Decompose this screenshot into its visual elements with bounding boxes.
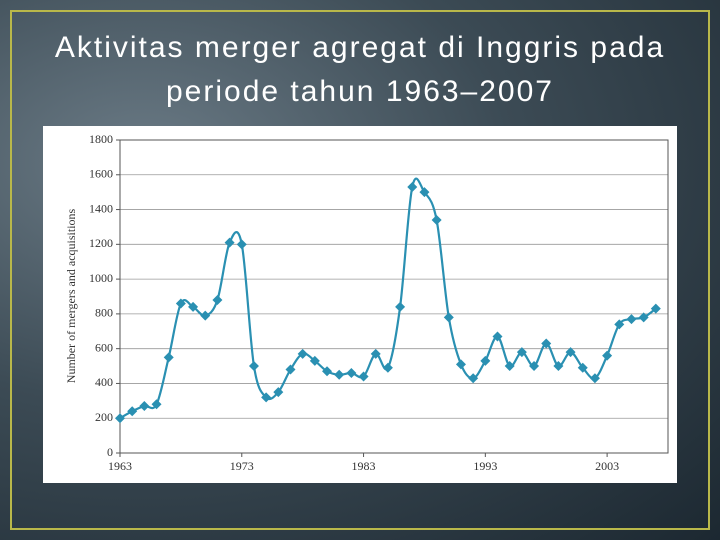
point — [516, 347, 527, 358]
point — [188, 301, 199, 312]
point — [468, 373, 479, 384]
point — [565, 347, 576, 358]
point — [431, 214, 442, 225]
y-tick-label: 600 — [95, 340, 113, 354]
x-tick-label: 1973 — [230, 459, 254, 473]
point — [614, 319, 625, 330]
point — [395, 301, 406, 312]
y-axis-label: Number of mergers and acquisitions — [64, 208, 78, 383]
x-tick-label: 1963 — [108, 459, 132, 473]
y-tick-label: 400 — [95, 375, 113, 389]
point — [419, 187, 430, 198]
y-tick-label: 0 — [107, 445, 113, 459]
chart-title: Aktivitas merger agregat di Inggris pada… — [54, 31, 666, 108]
point — [322, 366, 333, 377]
point — [553, 361, 564, 372]
point — [589, 373, 600, 384]
y-tick-label: 800 — [95, 306, 113, 320]
point — [297, 348, 308, 359]
point — [492, 331, 503, 342]
point — [248, 361, 259, 372]
chart-panel — [43, 126, 677, 483]
point — [346, 368, 357, 379]
point — [285, 364, 296, 375]
point — [163, 352, 174, 363]
point — [650, 303, 661, 314]
point — [480, 355, 491, 366]
point — [638, 312, 649, 323]
point — [358, 371, 369, 382]
x-tick-label: 2003 — [595, 459, 619, 473]
point — [200, 310, 211, 321]
point — [224, 237, 235, 248]
point — [577, 362, 588, 373]
y-tick-label: 200 — [95, 410, 113, 424]
point — [127, 406, 138, 417]
y-tick-label: 1000 — [89, 271, 113, 285]
point — [273, 387, 284, 398]
y-tick-label: 1400 — [89, 201, 113, 215]
y-tick-label: 1800 — [89, 132, 113, 146]
point — [382, 362, 393, 373]
point — [602, 350, 613, 361]
point — [212, 294, 223, 305]
x-tick-label: 1993 — [473, 459, 497, 473]
point — [541, 338, 552, 349]
point — [334, 369, 345, 380]
point — [370, 348, 381, 359]
point — [175, 298, 186, 309]
point — [139, 401, 150, 412]
point — [309, 355, 320, 366]
point — [151, 399, 162, 410]
frame — [10, 10, 710, 530]
point — [261, 392, 272, 403]
point — [626, 314, 637, 325]
point — [407, 181, 418, 192]
x-tick-label: 1983 — [352, 459, 376, 473]
point — [504, 361, 515, 372]
point — [443, 312, 454, 323]
point — [529, 361, 540, 372]
point — [236, 239, 247, 250]
plot-frame — [119, 139, 669, 454]
y-tick-label: 1200 — [89, 236, 113, 250]
point — [115, 413, 125, 424]
point — [455, 359, 466, 370]
y-tick-label: 1600 — [89, 167, 113, 181]
